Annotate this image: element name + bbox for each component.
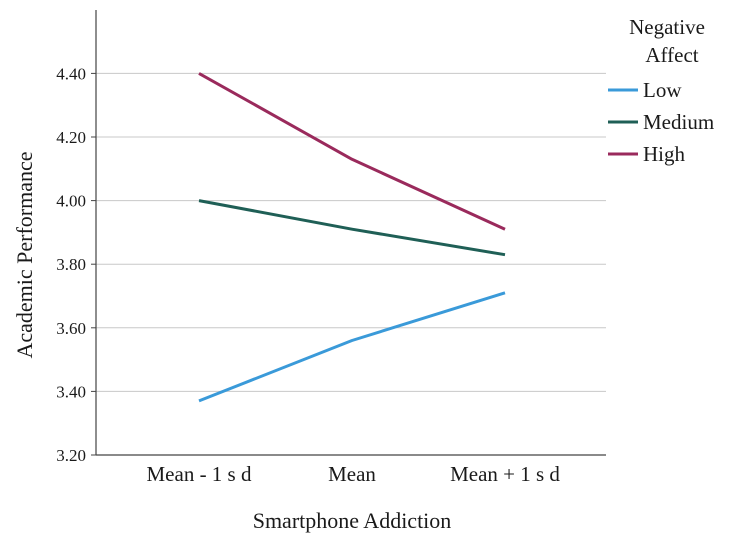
y-tick-label: 3.60 — [56, 319, 86, 338]
y-tick-label: 4.40 — [56, 64, 86, 83]
legend: Negative Affect Low Medium High — [608, 15, 714, 166]
legend-title-line-2: Affect — [645, 43, 698, 67]
y-tick-label: 4.00 — [56, 192, 86, 211]
legend-label-high: High — [643, 142, 686, 166]
y-axis-title: Academic Performance — [12, 151, 37, 358]
y-tick-label: 4.20 — [56, 128, 86, 147]
series-line-high — [198, 72, 506, 231]
legend-items: Low Medium High — [608, 78, 714, 166]
y-tick-label: 3.80 — [56, 255, 86, 274]
legend-label-low: Low — [643, 78, 682, 102]
y-tick-labels: 3.20 3.40 3.60 3.80 4.00 4.20 4.40 — [56, 64, 96, 465]
series-lines — [198, 72, 506, 403]
x-tick-label: Mean - 1 s d — [147, 462, 252, 486]
x-tick-label: Mean — [328, 462, 376, 486]
x-axis-title: Smartphone Addiction — [253, 508, 452, 533]
x-tick-label: Mean + 1 s d — [450, 462, 560, 486]
grid-lines — [96, 72, 606, 392]
axes — [95, 10, 606, 456]
series-line-low — [198, 291, 506, 403]
legend-label-medium: Medium — [643, 110, 714, 134]
series-line-medium — [198, 199, 506, 257]
x-tick-labels: Mean - 1 s d Mean Mean + 1 s d — [147, 462, 561, 486]
y-tick-label: 3.20 — [56, 446, 86, 465]
y-tick-label: 3.40 — [56, 382, 86, 401]
legend-title-line-1: Negative — [629, 15, 705, 39]
